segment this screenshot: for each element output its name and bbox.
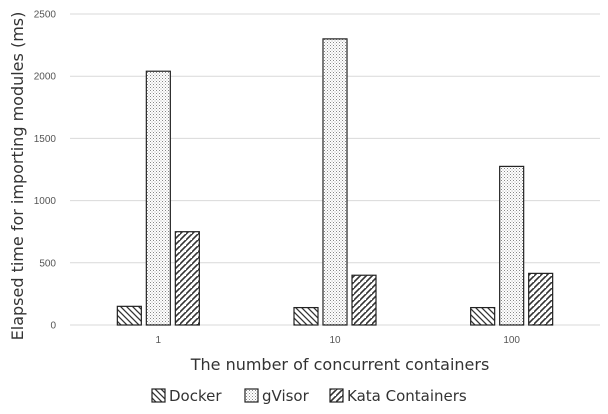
legend-label: Docker bbox=[169, 387, 222, 405]
y-tick-label: 500 bbox=[39, 258, 56, 269]
legend-swatch bbox=[151, 388, 166, 403]
x-axis-ticks: 1 10 100 bbox=[156, 335, 521, 346]
y-axis-ticks: 0 500 1000 1500 2000 2500 bbox=[34, 10, 57, 332]
y-tick-label: 0 bbox=[50, 321, 56, 332]
x-tick-label: 1 bbox=[156, 335, 162, 346]
bar-kata-containers-1 bbox=[174, 231, 200, 326]
y-tick-label: 1500 bbox=[34, 134, 57, 145]
legend-swatch bbox=[244, 388, 259, 403]
legend-label: Kata Containers bbox=[347, 387, 467, 405]
legend-item-docker: Docker bbox=[151, 387, 222, 405]
y-axis-label: Elapsed time for importing modules (ms) bbox=[8, 12, 27, 341]
x-tick-label: 10 bbox=[329, 335, 341, 346]
bar-gvisor-10 bbox=[322, 38, 348, 326]
x-axis-label: The number of concurrent containers bbox=[190, 355, 490, 374]
bar-kata-containers-10 bbox=[351, 274, 377, 326]
bars bbox=[116, 38, 554, 326]
legend-swatch bbox=[329, 388, 344, 403]
legend-label: gVisor bbox=[262, 387, 310, 405]
bar-gvisor-1 bbox=[145, 70, 171, 326]
bar-docker-100 bbox=[470, 306, 496, 326]
legend: Docker gVisor Kata Containers bbox=[151, 387, 467, 405]
legend-item-gvisor: gVisor bbox=[244, 387, 310, 405]
x-tick-label: 100 bbox=[503, 335, 520, 346]
bar-docker-1 bbox=[116, 305, 142, 326]
y-tick-label: 2500 bbox=[34, 10, 57, 21]
bar-gvisor-100 bbox=[499, 165, 525, 326]
bar-kata-containers-100 bbox=[528, 272, 554, 326]
legend-item-kata-containers: Kata Containers bbox=[329, 387, 467, 405]
y-tick-label: 2000 bbox=[34, 72, 57, 83]
bar-docker-10 bbox=[293, 306, 319, 326]
y-tick-label: 1000 bbox=[34, 196, 57, 207]
